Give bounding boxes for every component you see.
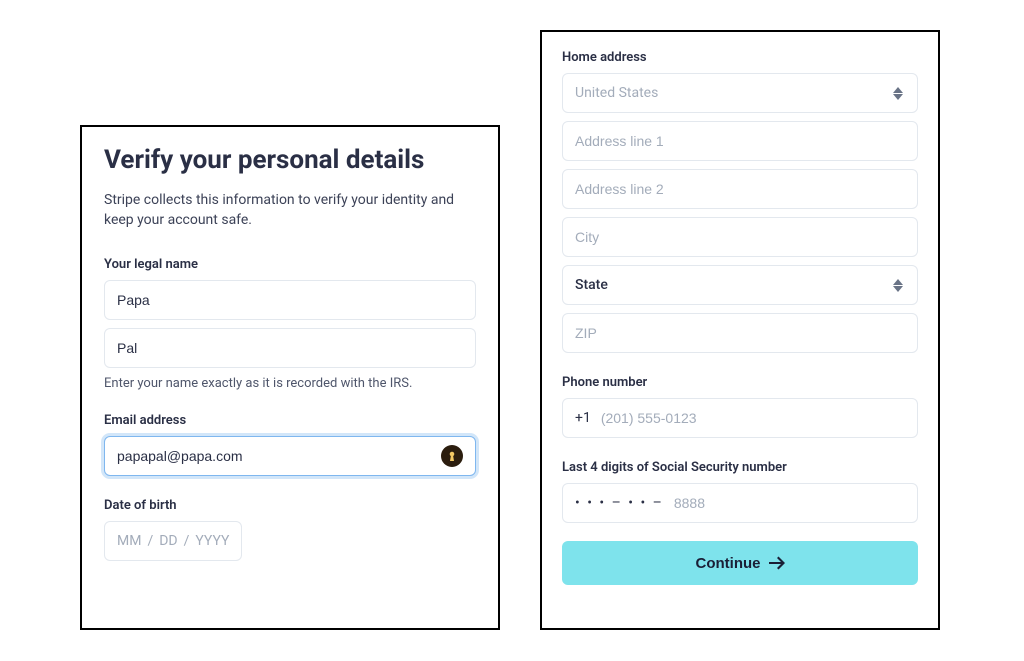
dob-dd: DD [159, 533, 177, 549]
arrow-right-icon [769, 556, 785, 570]
phone-prefix: +1 [575, 410, 591, 426]
city-field[interactable] [562, 217, 918, 257]
address-line-2-input[interactable] [575, 170, 905, 208]
address-phone-ssn-panel: Home address United States State [540, 30, 940, 630]
email-field[interactable] [104, 436, 476, 476]
zip-input[interactable] [575, 314, 905, 352]
first-name-input[interactable] [117, 281, 463, 319]
state-select[interactable]: State [562, 265, 918, 305]
address-line-1-input[interactable] [575, 122, 905, 160]
ssn-mask: • • • – • • – [575, 495, 664, 511]
phone-field[interactable]: +1 [562, 398, 918, 438]
chevron-updown-icon [893, 277, 905, 293]
first-name-field[interactable] [104, 280, 476, 320]
country-select[interactable]: United States [562, 73, 918, 113]
continue-button[interactable]: Continue [562, 541, 918, 585]
dob-label: Date of birth [104, 498, 476, 513]
ssn-field[interactable]: • • • – • • – [562, 483, 918, 523]
page-title: Verify your personal details [104, 145, 476, 176]
dob-mm: MM [117, 533, 141, 549]
last-name-input[interactable] [117, 329, 463, 367]
last-name-field[interactable] [104, 328, 476, 368]
phone-label: Phone number [562, 375, 918, 390]
email-label: Email address [104, 413, 476, 428]
ssn-label: Last 4 digits of Social Security number [562, 460, 918, 475]
legal-name-label: Your legal name [104, 257, 476, 272]
country-value: United States [575, 85, 658, 101]
page-subtitle: Stripe collects this information to veri… [104, 190, 476, 231]
legal-name-helper: Enter your name exactly as it is recorde… [104, 376, 476, 391]
chevron-updown-icon [893, 85, 905, 101]
email-input[interactable] [117, 437, 435, 475]
dob-field[interactable]: MM / DD / YYYY [104, 521, 242, 561]
continue-label: Continue [696, 555, 761, 572]
phone-input[interactable] [601, 399, 905, 437]
address-line-1-field[interactable] [562, 121, 918, 161]
ssn-input[interactable] [674, 484, 734, 522]
verify-personal-details-panel: Verify your personal details Stripe coll… [80, 125, 500, 630]
dob-sep-1: / [147, 533, 153, 549]
address-line-2-field[interactable] [562, 169, 918, 209]
keyhole-icon [441, 445, 463, 467]
state-label-text: State [575, 277, 608, 293]
dob-yyyy: YYYY [195, 533, 229, 549]
home-address-label: Home address [562, 50, 918, 65]
dob-sep-2: / [184, 533, 190, 549]
city-input[interactable] [575, 218, 905, 256]
zip-field[interactable] [562, 313, 918, 353]
